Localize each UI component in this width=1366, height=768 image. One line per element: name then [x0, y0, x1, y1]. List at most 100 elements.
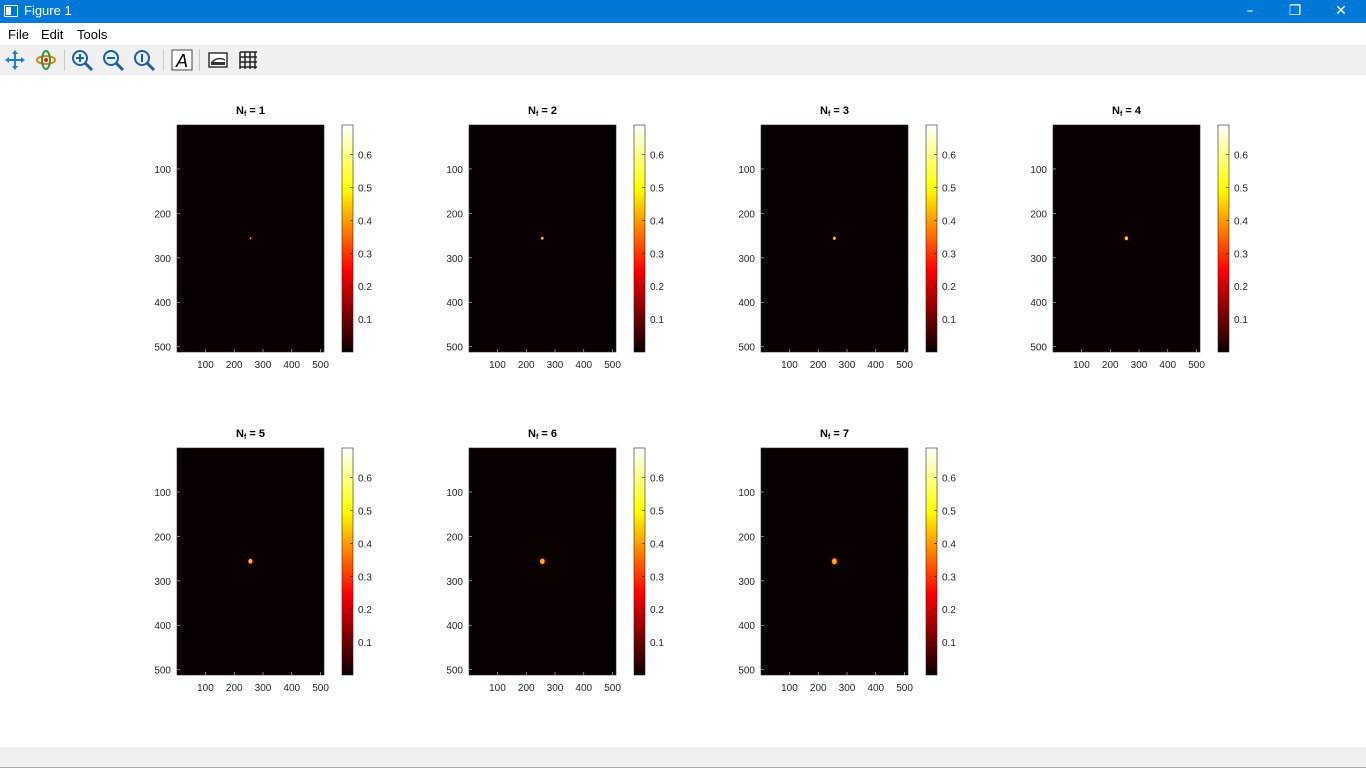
colorbar-tick-label: 0.4 — [650, 539, 664, 550]
rotate-button[interactable] — [34, 48, 58, 72]
x-tick-label: 500 — [312, 360, 329, 371]
close-button[interactable]: ✕ — [1318, 0, 1364, 23]
axes-frame — [176, 124, 325, 353]
zoom-out-icon — [103, 50, 125, 72]
y-tick-label: 400 — [154, 298, 171, 309]
colorbar-tick-label: 0.2 — [1234, 282, 1248, 293]
menu-tools[interactable]: Tools — [77, 27, 108, 42]
x-tick-label: 200 — [518, 360, 535, 371]
colorbar-tick-label: 0.6 — [942, 474, 956, 485]
y-tick-label: 300 — [154, 254, 171, 265]
x-tick-label: 300 — [547, 360, 564, 371]
colorbar-tick-label: 0.4 — [942, 539, 956, 550]
x-tick-label: 500 — [604, 683, 621, 694]
intensity-ring — [541, 236, 544, 240]
y-tick-label: 100 — [738, 165, 755, 176]
y-tick-label: 500 — [446, 666, 463, 677]
zoom-reset-button[interactable] — [132, 48, 156, 72]
subplot-grid: Nf = 1 100 200 300 400 500 100 200 300 400 500 0.1 0… — [154, 105, 1248, 694]
intensity-spot — [247, 558, 254, 565]
axes-frame — [760, 447, 909, 676]
subplot-4: Nf = 4 100 200 300 400 500 100 200 300 400 500 0.1 0… — [1030, 105, 1248, 371]
y-tick-label: 500 — [154, 666, 171, 677]
restore-button[interactable]: ❐ — [1272, 0, 1318, 23]
colorbar-toggle-button[interactable] — [206, 48, 230, 72]
axes-frame — [468, 124, 617, 353]
colorbar-tick-label: 0.2 — [650, 282, 664, 293]
axes-frame — [1052, 124, 1201, 353]
x-tick-label: 200 — [226, 683, 243, 694]
colorbar-tick-label: 0.5 — [358, 184, 372, 195]
colorbar-tick-label: 0.2 — [650, 605, 664, 616]
y-tick-label: 300 — [738, 577, 755, 588]
pan-icon — [5, 50, 25, 70]
subplot-title: Nf = 3 — [820, 105, 849, 118]
x-tick-label: 200 — [518, 683, 535, 694]
y-tick-label: 200 — [738, 532, 755, 543]
colorbar — [925, 124, 938, 353]
y-tick-label: 400 — [1030, 298, 1047, 309]
x-tick-label: 100 — [1073, 360, 1090, 371]
colorbar-tick-label: 0.4 — [1234, 216, 1248, 227]
figure-toolbar: A — [0, 45, 1366, 75]
x-tick-label: 300 — [547, 683, 564, 694]
intensity-ring — [248, 559, 253, 564]
colorbar-toggle-icon — [208, 52, 228, 68]
x-tick-label: 400 — [575, 360, 592, 371]
figure-canvas[interactable]: Nf = 1 100 200 300 400 500 100 200 300 400 500 0.1 0… — [0, 75, 1366, 747]
y-tick-label: 300 — [446, 577, 463, 588]
y-tick-label: 300 — [1030, 254, 1047, 265]
x-tick-label: 500 — [896, 360, 913, 371]
minimize-button[interactable]: – — [1227, 0, 1273, 23]
svg-text:A: A — [175, 51, 188, 71]
insert-text-button[interactable]: A — [170, 48, 194, 72]
x-tick-label: 200 — [810, 360, 827, 371]
x-tick-label: 300 — [255, 360, 272, 371]
colorbar-tick-label: 0.1 — [358, 638, 372, 649]
x-tick-label: 400 — [283, 360, 300, 371]
x-tick-label: 100 — [489, 683, 506, 694]
subplot-3: Nf = 3 100 200 300 400 500 100 200 300 400 500 0.1 0… — [738, 105, 956, 371]
y-tick-label: 200 — [738, 209, 755, 220]
window-title: Figure 1 — [24, 3, 72, 18]
colorbar-tick-label: 0.5 — [650, 507, 664, 518]
zoom-out-button[interactable] — [101, 48, 125, 72]
colorbar-tick-label: 0.2 — [942, 605, 956, 616]
grid-toggle-button[interactable] — [237, 48, 261, 72]
colorbar — [925, 447, 938, 676]
y-tick-label: 400 — [154, 621, 171, 632]
menu-edit[interactable]: Edit — [41, 27, 64, 42]
menu-bar: File Edit Tools — [0, 23, 1366, 45]
subplot-5: Nf = 5 100 200 300 400 500 100 200 300 400 500 0.1 0… — [154, 428, 372, 694]
colorbar — [633, 447, 646, 676]
x-tick-label: 400 — [867, 683, 884, 694]
zoom-in-button[interactable] — [70, 48, 94, 72]
x-tick-label: 200 — [810, 683, 827, 694]
title-bar[interactable]: Figure 1 – ❐ ✕ — [0, 0, 1366, 23]
colorbar — [1217, 124, 1230, 353]
y-tick-label: 400 — [738, 298, 755, 309]
x-tick-label: 300 — [255, 683, 272, 694]
colorbar-tick-label: 0.1 — [942, 638, 956, 649]
x-tick-label: 100 — [781, 683, 798, 694]
subplot-7: Nf = 7 100 200 300 400 500 100 200 300 400 500 0.1 0… — [738, 428, 956, 694]
minimize-icon: – — [1246, 3, 1254, 19]
menu-file[interactable]: File — [8, 27, 29, 42]
x-tick-label: 400 — [283, 683, 300, 694]
intensity-ring — [833, 236, 836, 240]
y-tick-label: 400 — [446, 621, 463, 632]
x-tick-label: 400 — [575, 683, 592, 694]
colorbar-tick-label: 0.6 — [358, 151, 372, 162]
y-tick-label: 200 — [446, 209, 463, 220]
y-tick-label: 500 — [154, 343, 171, 354]
pan-button[interactable] — [3, 48, 27, 72]
y-tick-label: 300 — [446, 254, 463, 265]
colorbar-tick-label: 0.6 — [358, 474, 372, 485]
y-tick-label: 100 — [446, 165, 463, 176]
colorbar-tick-label: 0.5 — [942, 184, 956, 195]
colorbar-tick-label: 0.6 — [1234, 151, 1248, 162]
x-tick-label: 200 — [1102, 360, 1119, 371]
x-tick-label: 400 — [1159, 360, 1176, 371]
y-tick-label: 100 — [154, 488, 171, 499]
colorbar-tick-label: 0.1 — [358, 315, 372, 326]
